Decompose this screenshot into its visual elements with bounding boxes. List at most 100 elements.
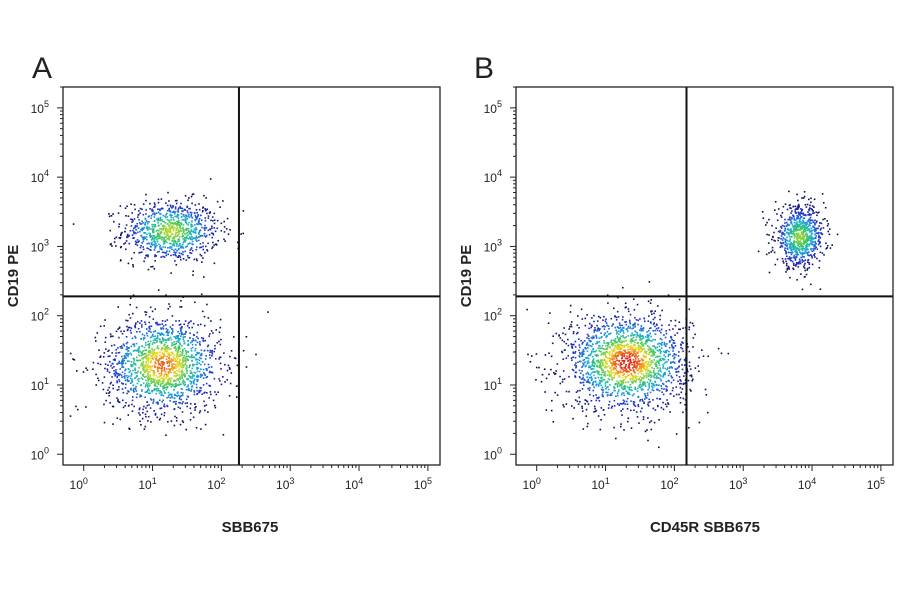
event-dot <box>116 376 118 379</box>
event-dot <box>815 229 817 232</box>
event-dot <box>150 243 153 246</box>
event-dot <box>181 373 183 376</box>
event-dot <box>173 371 175 373</box>
event-dot <box>818 239 820 241</box>
event-dot <box>112 405 115 408</box>
event-dot <box>132 265 134 268</box>
event-dot <box>136 244 139 247</box>
event-dot <box>163 366 166 369</box>
event-dot <box>634 375 637 378</box>
event-dot <box>602 389 605 391</box>
event-dot <box>194 409 196 411</box>
event-dot <box>177 221 179 224</box>
event-dot <box>556 363 559 365</box>
event-dot <box>785 221 788 224</box>
event-dot <box>166 218 169 221</box>
event-dot <box>142 378 144 380</box>
event-dot <box>184 357 187 359</box>
event-dot <box>156 244 158 247</box>
event-dot <box>606 386 608 389</box>
event-dot <box>187 227 190 230</box>
event-dot <box>197 337 199 340</box>
event-dot <box>640 388 643 390</box>
event-dot <box>182 237 184 240</box>
event-dot <box>163 380 165 383</box>
event-dot <box>132 389 135 392</box>
event-dot <box>175 348 178 350</box>
event-dot <box>190 215 192 217</box>
event-dot <box>611 372 613 374</box>
event-dot <box>658 330 661 332</box>
event-dot <box>188 242 191 245</box>
event-dot <box>671 339 673 341</box>
event-dot <box>626 397 629 400</box>
event-dot <box>202 340 205 342</box>
event-dot <box>611 405 613 408</box>
event-dot <box>147 357 150 360</box>
event-dot <box>606 335 608 337</box>
event-dot <box>575 391 578 393</box>
event-dot <box>196 368 198 370</box>
event-dot <box>177 349 179 352</box>
event-dot <box>184 195 187 197</box>
event-dot <box>814 242 817 244</box>
event-dot <box>222 376 224 378</box>
event-dot <box>611 378 613 380</box>
event-dot <box>157 368 159 371</box>
event-dot <box>157 352 159 355</box>
event-dot <box>568 390 570 393</box>
event-dot <box>592 358 595 360</box>
event-dot <box>816 257 818 260</box>
event-dot <box>627 310 630 313</box>
event-dot <box>107 364 109 366</box>
event-dot <box>618 374 621 377</box>
event-dot <box>162 385 164 388</box>
event-dot <box>662 401 664 404</box>
event-dot <box>182 229 185 232</box>
event-dot <box>600 374 603 376</box>
event-dot <box>689 321 692 324</box>
event-dot <box>653 312 655 315</box>
event-dot <box>572 356 574 358</box>
event-dot <box>808 229 811 232</box>
event-dot <box>166 209 169 212</box>
event-dot <box>130 257 133 260</box>
event-dot <box>137 227 140 229</box>
event-dot <box>589 393 591 396</box>
event-dot <box>142 366 145 369</box>
event-dot <box>166 238 169 240</box>
event-dot <box>794 205 797 208</box>
event-dot <box>589 322 591 325</box>
event-dot <box>175 374 178 377</box>
event-dot <box>669 366 671 369</box>
event-dot <box>663 350 665 353</box>
event-dot <box>191 243 193 245</box>
event-dot <box>153 370 155 372</box>
event-dot <box>169 380 172 382</box>
event-dot <box>218 358 220 360</box>
event-dot <box>799 223 801 225</box>
event-dot <box>657 361 659 363</box>
event-dot <box>189 370 192 372</box>
event-dot <box>199 386 201 389</box>
event-dot <box>592 335 595 338</box>
event-dot <box>148 344 150 346</box>
event-dot <box>641 359 643 361</box>
event-dot <box>162 225 164 227</box>
event-dot <box>193 381 195 383</box>
event-dot <box>173 385 175 388</box>
event-dot <box>598 340 601 343</box>
event-dot <box>183 238 186 240</box>
event-dot <box>195 218 198 220</box>
event-dot <box>174 371 176 373</box>
event-dot <box>600 353 602 356</box>
event-dot <box>666 405 668 408</box>
event-dot <box>149 398 152 400</box>
event-dot <box>157 347 160 350</box>
event-dot <box>147 372 149 374</box>
event-dot <box>152 333 154 336</box>
event-dot <box>144 366 146 369</box>
event-dot <box>177 223 179 226</box>
event-dot <box>199 243 202 245</box>
event-dot <box>611 356 614 359</box>
